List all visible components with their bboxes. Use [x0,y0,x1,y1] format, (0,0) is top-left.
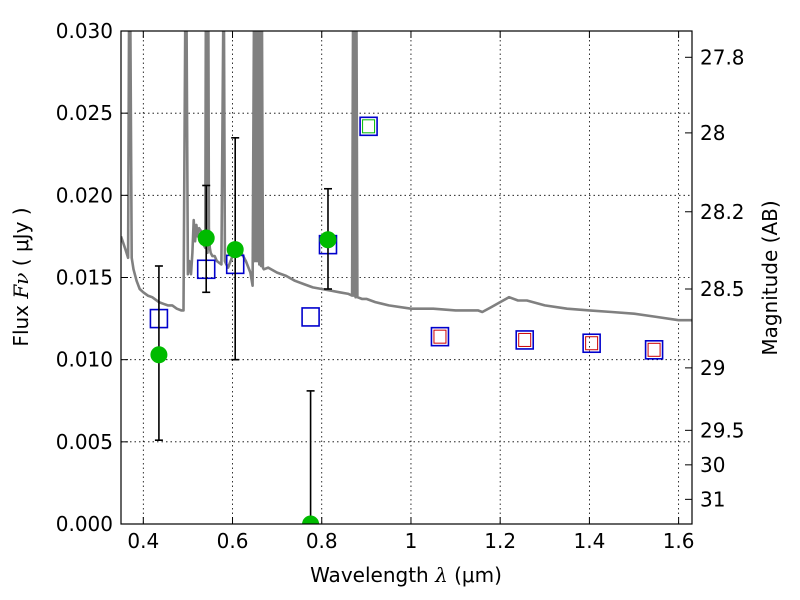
x-tick-label: 0.4 [127,529,159,553]
y-tick-label: 0.015 [56,266,113,290]
mag-tick-label: 28.2 [700,200,745,224]
x-tick-label: 0.6 [217,529,249,553]
mag-tick-label: 29.5 [700,418,745,442]
mag-tick-label: 30 [700,453,725,477]
observed-flux-point [302,515,320,524]
y2-axis-label: Magnitude (AB) [758,200,782,355]
y-tick-label: 0.020 [56,183,113,207]
y-tick-label: 0.030 [56,19,113,43]
model-flux-square [582,333,601,354]
mag-tick-label: 29 [700,356,725,380]
model-flux-square [301,307,320,327]
model-flux-inner-square [362,119,376,134]
y-axis-label-symbol: Fν [9,273,33,300]
axes: 0.4 0.6 0.8 1 1.2 1.4 1.6 0.000 0.005 0.010 0.015 0… [56,19,745,553]
x-axis-label: Wavelength λ (μm) [310,563,502,587]
sed-model-line [121,31,692,322]
mag-tick-label: 27.8 [700,45,745,69]
observed-flux-point [319,231,337,249]
model-flux-inner-square [585,336,599,351]
model-flux-square [430,326,450,347]
model-flux-inner-square [647,342,661,357]
model-flux-square [515,330,535,350]
model-flux-square [644,340,664,360]
y-axis-label-unit: ( μJy ) [9,207,33,266]
observed-flux-point [226,241,244,259]
x-axis-label-symbol: λ [434,563,448,587]
plot-area [121,31,692,524]
x-tick-label: 1.4 [573,529,605,553]
x-tick-label: 0.8 [306,529,338,553]
model-flux-square [359,116,378,137]
x-tick-label: 1.2 [484,529,516,553]
y-tick-label: 0.025 [56,101,113,125]
mag-tick-label: 31 [700,487,725,511]
y-tick-label: 0.010 [56,348,113,372]
x-tick-label: 1 [405,529,418,553]
x-axis-label-text: Wavelength [310,563,429,587]
model-flux-inner-square [433,329,447,344]
observed-flux-point [150,346,168,364]
y-axis-label: Flux Fν ( μJy ) [9,207,33,346]
y-axis-label-text: Flux [9,305,33,347]
observed-flux-point [197,229,215,247]
mag-tick-label: 28.5 [700,277,745,301]
x-axis-label-unit: (μm) [454,563,502,587]
mag-tick-label: 28 [700,121,725,145]
y-tick-label: 0.000 [56,512,113,536]
model-flux-inner-square [518,332,532,347]
grid [121,30,692,525]
x-tick-label: 1.6 [663,529,695,553]
y-tick-label: 0.005 [56,430,113,454]
